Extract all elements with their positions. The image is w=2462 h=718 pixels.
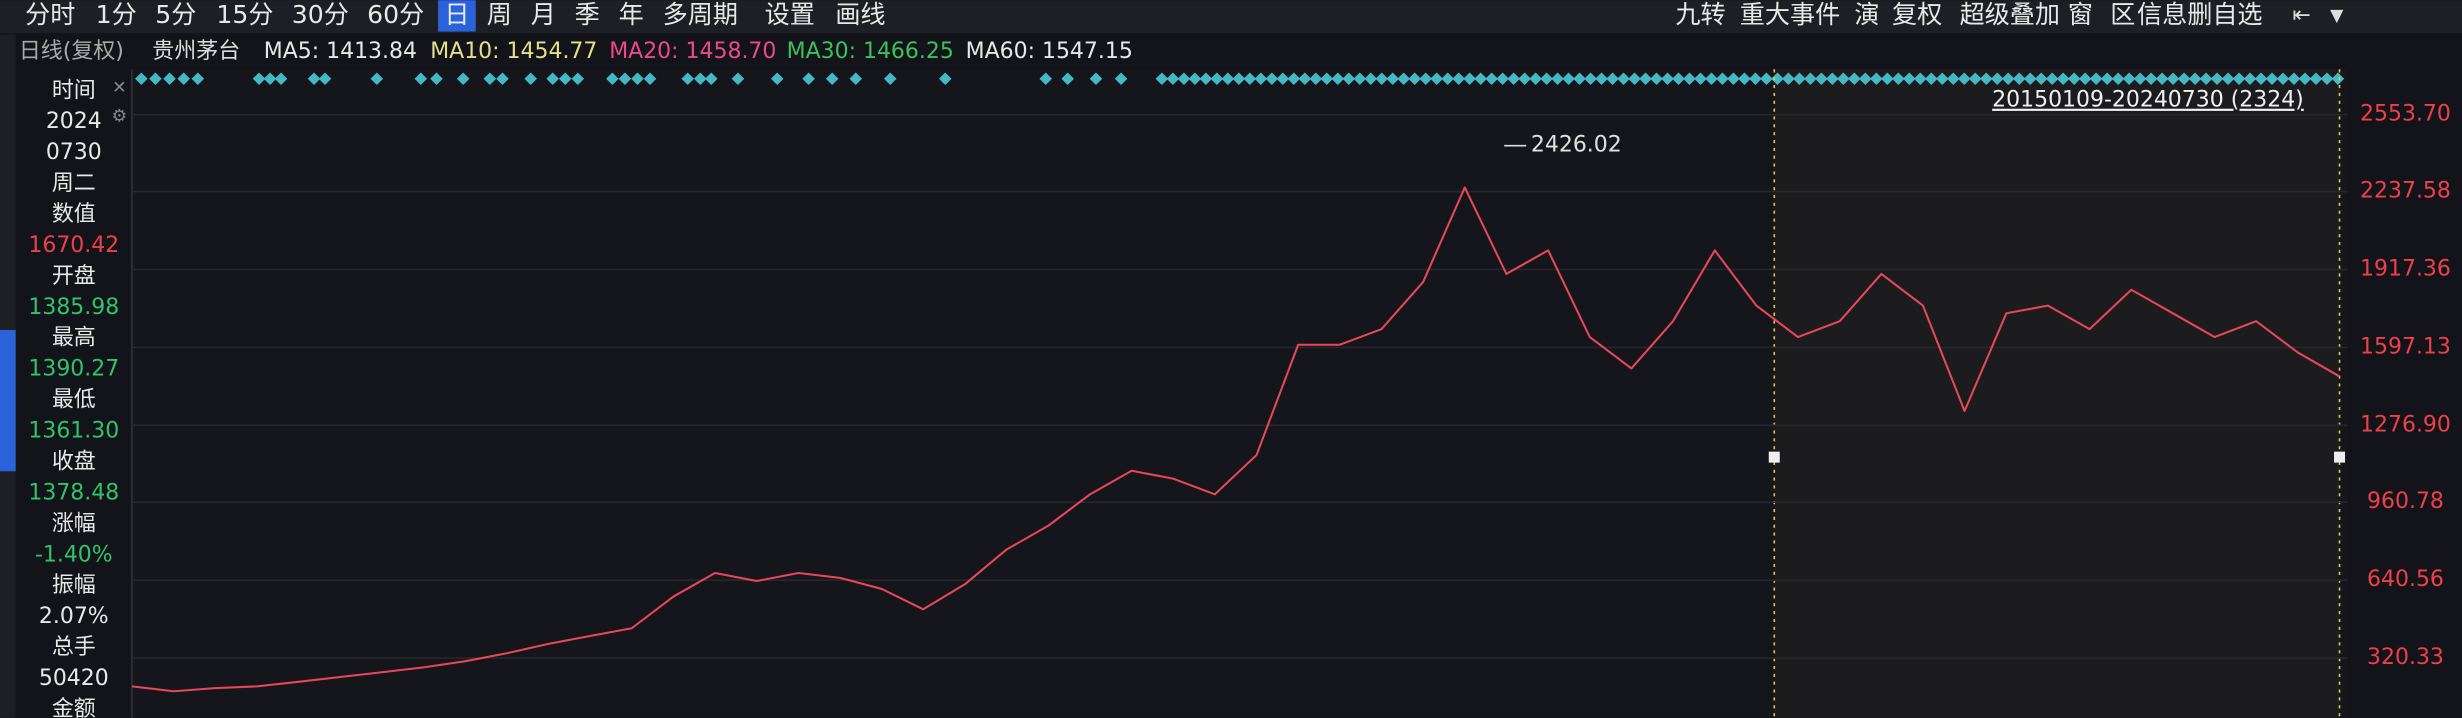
toolbar-button[interactable]: 30分 [292, 0, 349, 29]
settings-icon[interactable]: ⚙ [112, 106, 127, 126]
legend-period: 日线(复权) [19, 39, 124, 64]
y-tick-label: 320.33 [2367, 645, 2444, 670]
signal-diamond [694, 72, 707, 86]
toolbar-button[interactable]: 季 [575, 0, 600, 29]
toolbar-button[interactable]: 九转 [1675, 0, 1725, 29]
legend-item: MA5: 1413.84 [264, 39, 417, 64]
toolbar-button[interactable]: 多周期 [663, 0, 738, 29]
legend-item: MA30: 1466.25 [787, 39, 954, 64]
side-panel-text: 0730 [46, 140, 102, 165]
side-panel-text: 振幅 [52, 573, 96, 598]
side-panel-text: 1390.27 [28, 357, 119, 382]
toolbar-button[interactable]: 5分 [155, 0, 196, 29]
side-panel-text: 周二 [52, 171, 96, 196]
y-tick-label: 1276.90 [2360, 412, 2451, 437]
legend-item: MA60: 1547.15 [966, 39, 1133, 64]
toolbar-button[interactable]: 区 [2110, 0, 2135, 29]
signal-diamond [2210, 72, 2224, 86]
signal-diamond [524, 72, 537, 86]
legend-item: MA10: 1454.77 [430, 39, 597, 64]
toolbar-button[interactable]: 重大事件 [1740, 0, 1840, 29]
high-label: 2426.02 [1531, 133, 1622, 158]
side-panel-text: 2024 [46, 109, 102, 134]
side-panel-text: 金额 [52, 697, 96, 718]
active-tab [0, 329, 16, 472]
side-panel-text: 1378.48 [28, 480, 119, 505]
back-icon[interactable]: ⇤ [2292, 3, 2310, 28]
toolbar-button[interactable]: 15分 [216, 0, 273, 29]
signal-diamond [307, 72, 321, 86]
toolbar-button[interactable]: 设置 [765, 0, 815, 29]
toolbar-button[interactable]: 1分 [96, 0, 137, 29]
side-panel-text: 最低 [52, 388, 96, 413]
menu-icon[interactable]: ▼ [2330, 6, 2344, 26]
y-tick-label: 2237.58 [2360, 179, 2451, 204]
toolbar-button[interactable]: 演 [1854, 0, 1879, 29]
side-panel-text: 数值 [52, 202, 96, 227]
toolbar-button[interactable]: 日 [444, 0, 469, 29]
y-tick-label: 640.56 [2367, 567, 2444, 592]
toolbar-button[interactable]: 窗 [2068, 0, 2093, 29]
toolbar-button[interactable]: 月 [531, 0, 556, 29]
selected-range [1774, 69, 2340, 718]
signal-diamond [2320, 72, 2334, 86]
side-panel-text: 2.07% [39, 604, 109, 629]
signal-diamond [2287, 72, 2301, 86]
y-tick-label: 1917.36 [2360, 256, 2451, 281]
range-handle[interactable] [1768, 451, 1780, 463]
toolbar [0, 0, 2462, 34]
close-icon[interactable]: ✕ [112, 78, 126, 98]
side-panel-text: 时间 [52, 78, 96, 103]
side-panel-text: 收盘 [52, 449, 96, 474]
toolbar-button[interactable]: 信息删自选 [2137, 0, 2263, 29]
side-panel-text: 1361.30 [28, 419, 119, 444]
legend-stock: 贵州茅台 [152, 39, 240, 64]
side-panel-text: 最高 [52, 326, 96, 351]
side-panel-text: -1.40% [35, 542, 113, 567]
side-panel-text: 开盘 [52, 264, 96, 289]
signal-diamond [2243, 72, 2257, 86]
side-panel-text: 1670.42 [28, 233, 119, 258]
y-tick-label: 2553.70 [2360, 102, 2451, 127]
toolbar-button[interactable]: 复权 [1892, 0, 1942, 29]
y-tick-label: 960.78 [2367, 489, 2444, 514]
toolbar-button[interactable]: 超级叠加 [1960, 0, 2060, 29]
legend-item: MA20: 1458.70 [609, 39, 776, 64]
price-line [131, 186, 2341, 693]
range-handle[interactable] [2334, 451, 2346, 463]
toolbar-button[interactable]: 画线 [835, 0, 885, 29]
side-panel-text: 50420 [39, 666, 109, 691]
signal-diamond [2056, 72, 2070, 86]
signal-diamond [2133, 72, 2147, 86]
tab-selected [438, 0, 476, 32]
toolbar-button[interactable]: 60分 [367, 0, 424, 29]
side-panel-text: 涨幅 [52, 511, 96, 536]
signal-diamond [770, 72, 784, 86]
signal-diamond [2166, 72, 2180, 86]
y-tick-label: 1597.13 [2360, 334, 2451, 359]
side-panel-text: 总手 [52, 635, 96, 660]
toolbar-button[interactable]: 年 [619, 0, 644, 29]
side-panel-text: 1385.98 [28, 295, 119, 320]
toolbar-button[interactable]: 周 [487, 0, 512, 29]
toolbar-button[interactable]: 分时 [25, 0, 75, 29]
range-label: 20150109-20240730 (2324) [1992, 88, 2304, 113]
signal-diamond [2089, 72, 2103, 86]
